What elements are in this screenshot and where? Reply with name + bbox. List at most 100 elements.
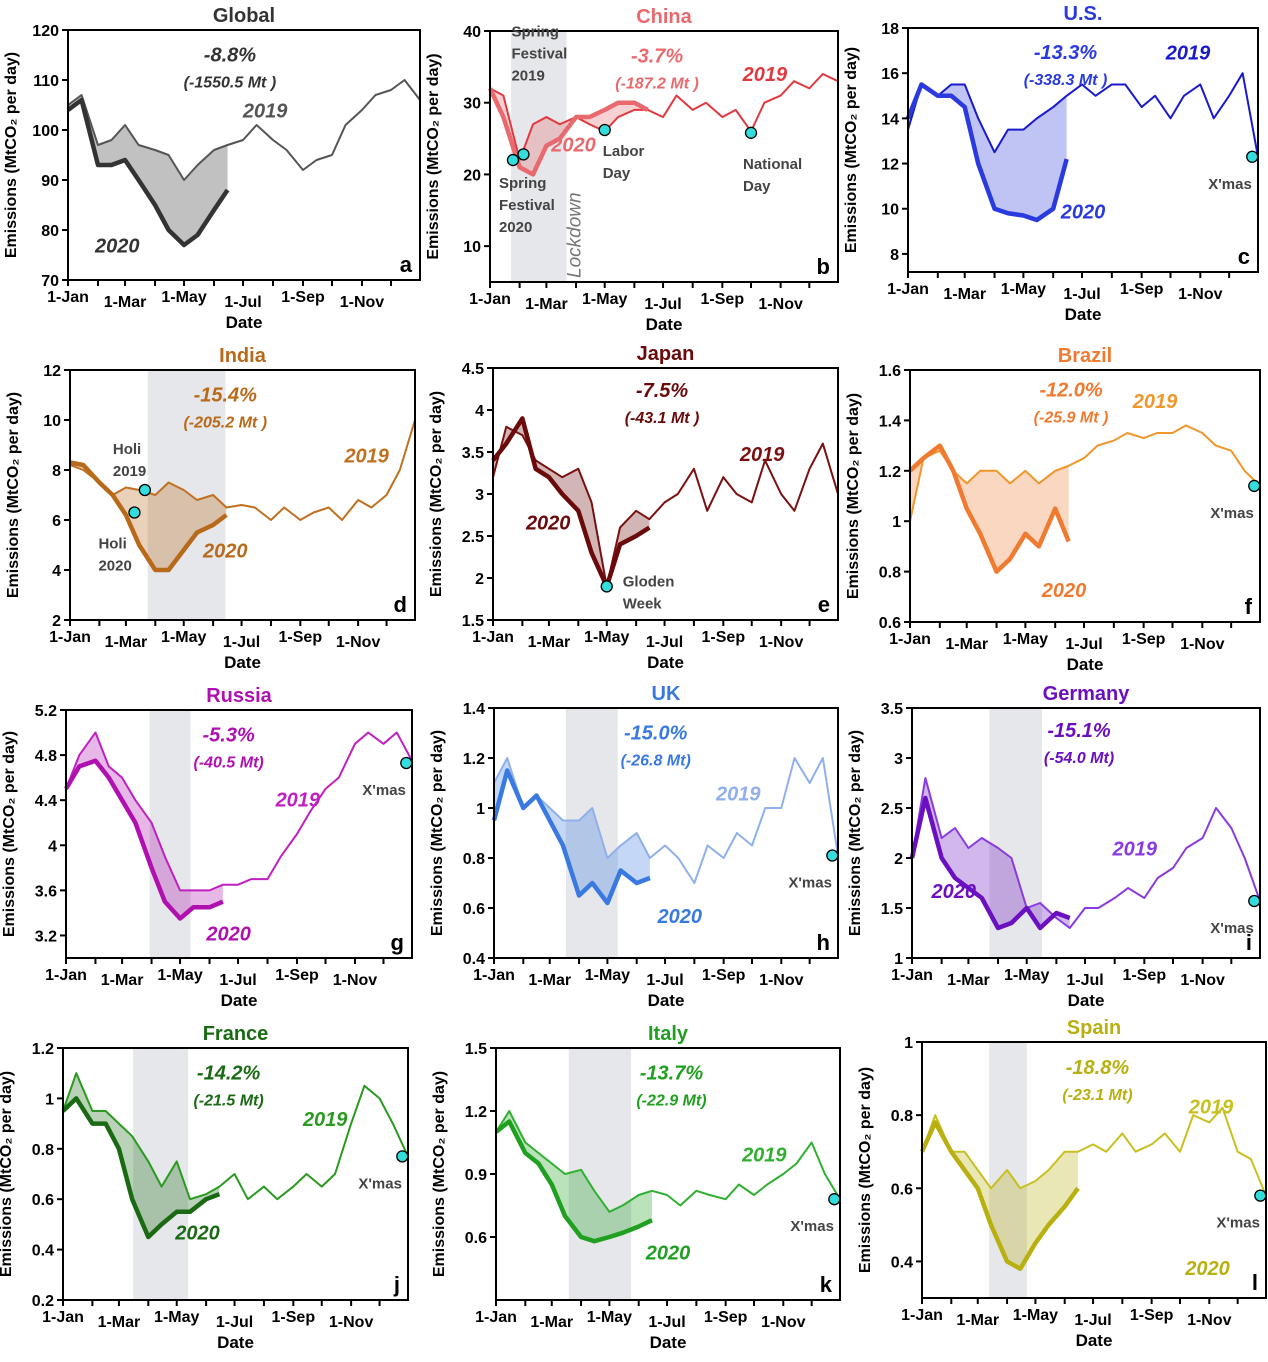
- change-percent: -14.2%: [197, 1063, 261, 1085]
- x-tick-label: 1-May: [154, 1309, 199, 1326]
- x-tick-label: 1-Nov: [336, 634, 381, 651]
- y-tick-label: 4: [52, 563, 61, 580]
- x-axis-label: Date: [650, 1333, 687, 1352]
- x-tick-label: 1-Jan: [47, 289, 89, 306]
- x-axis-label: Date: [217, 1333, 254, 1352]
- panel-letter: e: [818, 592, 830, 617]
- change-absolute: (-26.8 Mt): [621, 753, 691, 770]
- y-tick-label: 1.2: [32, 1041, 54, 1058]
- y-axis-label: Emissions (MtCO₂ per day): [429, 730, 446, 936]
- x-tick-label: 1-Jan: [473, 967, 515, 984]
- x-tick-label: 1-May: [1001, 281, 1046, 298]
- x-tick-label: 1-Nov: [333, 972, 378, 989]
- difference-fill: [922, 1115, 1078, 1269]
- panel-letter: c: [1238, 244, 1250, 269]
- y-tick-label: 2: [894, 851, 903, 868]
- panel-title: China: [636, 6, 692, 28]
- y-tick-label: 30: [463, 96, 481, 113]
- panel-c: 8 10 12 14 16 18 1-Jan 1-Mar 1-May 1-Jul 1-Sep 1-No…: [843, 3, 1259, 324]
- y-tick-label: 0.6: [891, 1181, 913, 1198]
- lockdown-shading: [565, 708, 618, 958]
- y-axis-label: Emissions (MtCO₂ per day): [845, 393, 862, 599]
- change-absolute: (-23.1 Mt): [1062, 1087, 1132, 1104]
- change-absolute: (-205.2 Mt ): [183, 415, 267, 432]
- event-marker: [828, 1193, 841, 1206]
- x-tick-label: 1-Mar: [945, 636, 988, 653]
- series-label-2019: 2019: [742, 64, 788, 86]
- series-2020-line: [491, 416, 651, 589]
- x-tick-label: 1-Jan: [472, 629, 514, 646]
- y-tick-label: 0.8: [891, 1108, 913, 1125]
- panel-d: 2 4 6 8 10 12 1-Jan 1-Mar 1-May 1-Jul 1-Sep 1-Nov Da…: [5, 345, 416, 672]
- event-label: X'mas: [1210, 920, 1254, 937]
- panel-letter: b: [817, 254, 830, 279]
- y-tick-label: 2: [475, 571, 484, 588]
- y-tick-label: 1: [894, 951, 903, 968]
- y-tick-label: 4.4: [35, 793, 57, 810]
- difference-fill: [68, 95, 228, 245]
- x-tick-label: 1-Nov: [761, 1314, 806, 1331]
- x-tick-label: 1-Sep: [279, 629, 323, 646]
- y-tick-label: 1.2: [879, 464, 901, 481]
- event-label: Holi 2020: [98, 536, 131, 575]
- x-tick-label: 1-Mar: [104, 294, 147, 311]
- difference-fill: [496, 1111, 652, 1242]
- y-tick-label: 2.5: [462, 529, 484, 546]
- panel-letter: a: [400, 252, 413, 277]
- change-absolute: (-40.5 Mt): [194, 754, 264, 771]
- x-tick-label: 1-Nov: [1180, 636, 1225, 653]
- event-marker: [396, 1150, 409, 1163]
- panel-l: 0.4 0.6 0.8 1 1-Jan 1-Mar 1-May 1-Jul 1-Sep 1-Nov…: [857, 1017, 1267, 1350]
- y-tick-label: 0.6: [463, 901, 485, 918]
- series-label-2020: 2020: [1060, 201, 1106, 223]
- change-percent: -13.3%: [1034, 42, 1098, 64]
- y-tick-label: 1.6: [879, 363, 901, 380]
- x-tick-label: 1-Jan: [887, 281, 929, 298]
- x-axis-label: Date: [224, 653, 261, 672]
- x-tick-label: 1-Nov: [329, 1314, 374, 1331]
- change-absolute: (-43.1 Mt ): [625, 410, 700, 427]
- event-label: Labor Day: [603, 143, 645, 182]
- event-label: Gloden Week: [623, 573, 675, 612]
- difference-fill: [908, 84, 1067, 221]
- x-axis-label: Date: [226, 313, 263, 332]
- y-tick-label: 1: [892, 514, 901, 531]
- x-tick-label: 1-Mar: [105, 634, 148, 651]
- event-label: Holi 2019: [113, 441, 146, 480]
- series-label-2020: 2020: [525, 512, 571, 534]
- change-absolute: (-25.9 Mt ): [1034, 410, 1109, 427]
- event-marker: [826, 849, 839, 862]
- series-2019-line: [492, 425, 839, 588]
- panel-e: 1.5 2 2.5 3 3.5 4 4.5 1-Jan 1-Mar 1-May 1-Jul 1-Sep…: [428, 343, 839, 672]
- x-tick-label: 1-May: [587, 1309, 632, 1326]
- y-tick-label: 3.2: [35, 928, 57, 945]
- x-axis-label: Date: [1065, 305, 1102, 324]
- event-marker: [744, 126, 758, 139]
- change-percent: -8.8%: [204, 45, 256, 67]
- y-tick-label: 1.5: [465, 1041, 487, 1058]
- series-2019-line: [909, 424, 1261, 522]
- panel-title: France: [203, 1023, 269, 1045]
- panel-title: Brazil: [1058, 345, 1112, 367]
- x-tick-label: 1-Mar: [101, 972, 144, 989]
- y-tick-label: 120: [32, 23, 59, 40]
- panel-a: 70 80 90 100 110 120 1-Jan 1-Mar 1-May 1-Jul 1-Sep…: [3, 5, 421, 332]
- change-percent: -15.0%: [624, 723, 688, 745]
- event-marker: [517, 148, 530, 161]
- panel-k: 0.6 0.9 1.2 1.5 1-Jan 1-Mar 1-May 1-Jul 1-Sep 1-N…: [431, 1023, 841, 1352]
- series-label-2019: 2019: [1132, 391, 1178, 413]
- event-label: X'mas: [1208, 176, 1252, 193]
- y-tick-label: 1.4: [463, 701, 485, 718]
- x-tick-label: 1-Nov: [1187, 1312, 1232, 1329]
- panel-title: Russia: [206, 685, 272, 707]
- event-label: X'mas: [358, 1175, 402, 1192]
- series-2019-line: [495, 1110, 841, 1213]
- difference-fill: [494, 758, 650, 903]
- x-tick-label: 1-Sep: [281, 289, 325, 306]
- event-label: X'mas: [790, 1218, 834, 1235]
- y-tick-label: 3.6: [35, 883, 57, 900]
- y-tick-label: 12: [881, 157, 899, 174]
- series-2019-line: [493, 757, 839, 884]
- y-tick-label: 8: [52, 463, 61, 480]
- y-axis-label: Emissions (MtCO₂ per day): [5, 392, 22, 598]
